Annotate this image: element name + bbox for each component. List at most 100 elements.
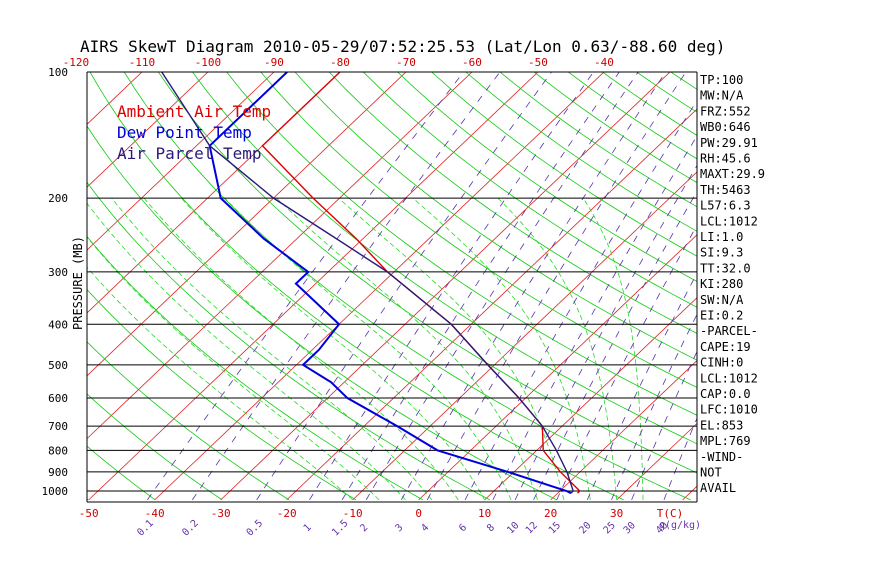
isotherm-line	[484, 297, 697, 501]
index-text: MW:N/A	[700, 89, 744, 103]
isotherm-line	[550, 359, 697, 501]
index-text: SI:9.3	[700, 246, 743, 260]
mixing-ratio-tick-label: 15	[547, 520, 563, 536]
mixing-ratio-tick-label: 6	[457, 522, 469, 534]
index-text: PW:29.91	[700, 136, 758, 150]
isotherm-line	[87, 72, 275, 251]
mixing-ratio-line	[533, 190, 697, 501]
legend: Ambient Air Temp Dew Point Temp Air Parc…	[117, 102, 271, 163]
mixing-ratio-axis-unit: q(g/kg)	[659, 520, 701, 531]
index-text: EL:853	[700, 418, 743, 432]
top-temp-tick-label: -40	[594, 56, 614, 69]
index-text: L57:6.3	[700, 199, 751, 213]
dry-adiabat-line	[87, 341, 290, 501]
index-text: MPL:769	[700, 434, 751, 448]
index-text: WB0:646	[700, 120, 751, 134]
dry-adiabat-line	[226, 72, 697, 416]
bottom-temp-tick-label: 20	[544, 507, 557, 520]
isotherm-line	[0, 72, 10, 500]
mixing-ratio-tick-label: 1	[302, 522, 314, 534]
isotherm-line	[749, 72, 870, 500]
y-axis-label: PRESSURE (MB)	[71, 236, 85, 330]
index-text: AVAIL	[700, 481, 736, 495]
dry-adiabat-line	[739, 72, 870, 500]
moist-adiabat-line	[224, 197, 512, 501]
pressure-tick-label: 500	[48, 359, 68, 372]
dry-adiabat-line	[773, 72, 870, 500]
mixing-ratio-tick-label: 0.1	[135, 518, 156, 539]
grid-layer	[0, 72, 870, 501]
series-line-ambient-air-temp	[261, 72, 581, 494]
moist-adiabat-line	[87, 202, 406, 501]
moist-adiabat-line	[412, 197, 591, 500]
isotherm-line	[154, 72, 605, 501]
mixing-ratio-tick-label: 3	[394, 522, 406, 534]
mixing-ratio-tick-label: 4	[419, 522, 431, 534]
isotherm-line	[286, 108, 697, 501]
moist-adiabat-line	[497, 197, 618, 500]
mixing-ratio-tick-label: 2	[358, 522, 370, 534]
bottom-temp-tick-label: 0	[415, 507, 422, 520]
index-text: -WIND-	[700, 450, 743, 464]
moist-adiabat-line	[338, 197, 565, 500]
pressure-tick-label: 200	[48, 192, 68, 205]
mixing-ratio-line	[256, 72, 552, 501]
index-text: RH:45.6	[700, 152, 751, 166]
mixing-ratio-tick-label: 10	[505, 520, 521, 536]
dry-adiabat-line	[89, 72, 624, 501]
dry-adiabat-line	[87, 393, 223, 501]
top-temp-tick-label: -50	[528, 56, 548, 69]
top-temp-tick-label: -90	[264, 56, 284, 69]
bottom-temp-tick-label: -40	[145, 507, 165, 520]
mixing-ratio-tick-label: 1.5	[330, 518, 351, 539]
isotherm-line	[88, 72, 539, 501]
index-text: LCL:1012	[700, 371, 758, 385]
top-temp-tick-label: -100	[195, 56, 222, 69]
isotherm-line	[616, 422, 697, 501]
pressure-tick-label: 900	[48, 466, 68, 479]
mixing-ratio-line	[192, 72, 501, 501]
dry-adiabat-line	[87, 181, 491, 501]
bottom-temp-tick-label: 30	[610, 507, 623, 520]
mixing-ratio-line	[492, 135, 697, 501]
dry-adiabat-line	[294, 72, 697, 361]
index-text: NOT	[700, 466, 722, 480]
mixing-ratio-line	[514, 164, 697, 501]
index-text: TP:100	[700, 73, 743, 87]
index-text: EI:0.2	[700, 309, 743, 323]
series-line-air-parcel-temp	[161, 72, 575, 494]
top-temp-tick-label: -60	[462, 56, 482, 69]
top-temp-tick-label: -110	[129, 56, 156, 69]
index-text: -PARCEL-	[700, 324, 758, 338]
index-text: LCL:1012	[700, 214, 758, 228]
bottom-temp-tick-label: -20	[277, 507, 297, 520]
dry-adiabat-line	[87, 288, 357, 501]
mixing-ratio-line	[556, 224, 697, 501]
moist-adiabat-line	[181, 197, 486, 501]
moist-adiabat-line	[143, 197, 459, 501]
mixing-ratio-line	[586, 272, 697, 501]
index-text: TH:5463	[700, 183, 751, 197]
dry-adiabat-line	[431, 72, 697, 257]
moist-adiabat-line	[111, 197, 433, 501]
dry-adiabat-line	[842, 72, 870, 500]
bottom-temp-tick-label: -50	[79, 507, 99, 520]
dry-adiabat-line	[87, 235, 424, 501]
isotherm-line	[352, 171, 697, 501]
mixing-ratio-line	[426, 72, 687, 501]
dry-adiabat-line	[499, 72, 697, 208]
dry-adiabat-line	[158, 72, 697, 474]
mixing-ratio-line	[663, 417, 697, 501]
mixing-ratio-line	[309, 72, 594, 501]
index-text: CINH:0	[700, 356, 743, 370]
mixing-ratio-tick-label: 20	[577, 520, 593, 536]
pressure-tick-label: 700	[48, 420, 68, 433]
moist-adiabat-line	[87, 266, 353, 501]
legend-dew-point-temp: Dew Point Temp	[117, 123, 252, 142]
top-temp-tick-label: -80	[330, 56, 350, 69]
pressure-tick-label: 800	[48, 444, 68, 457]
series-line-dew-point-temp	[208, 72, 572, 495]
pressure-tick-label: 400	[48, 318, 68, 331]
pressure-tick-label: 300	[48, 266, 68, 279]
